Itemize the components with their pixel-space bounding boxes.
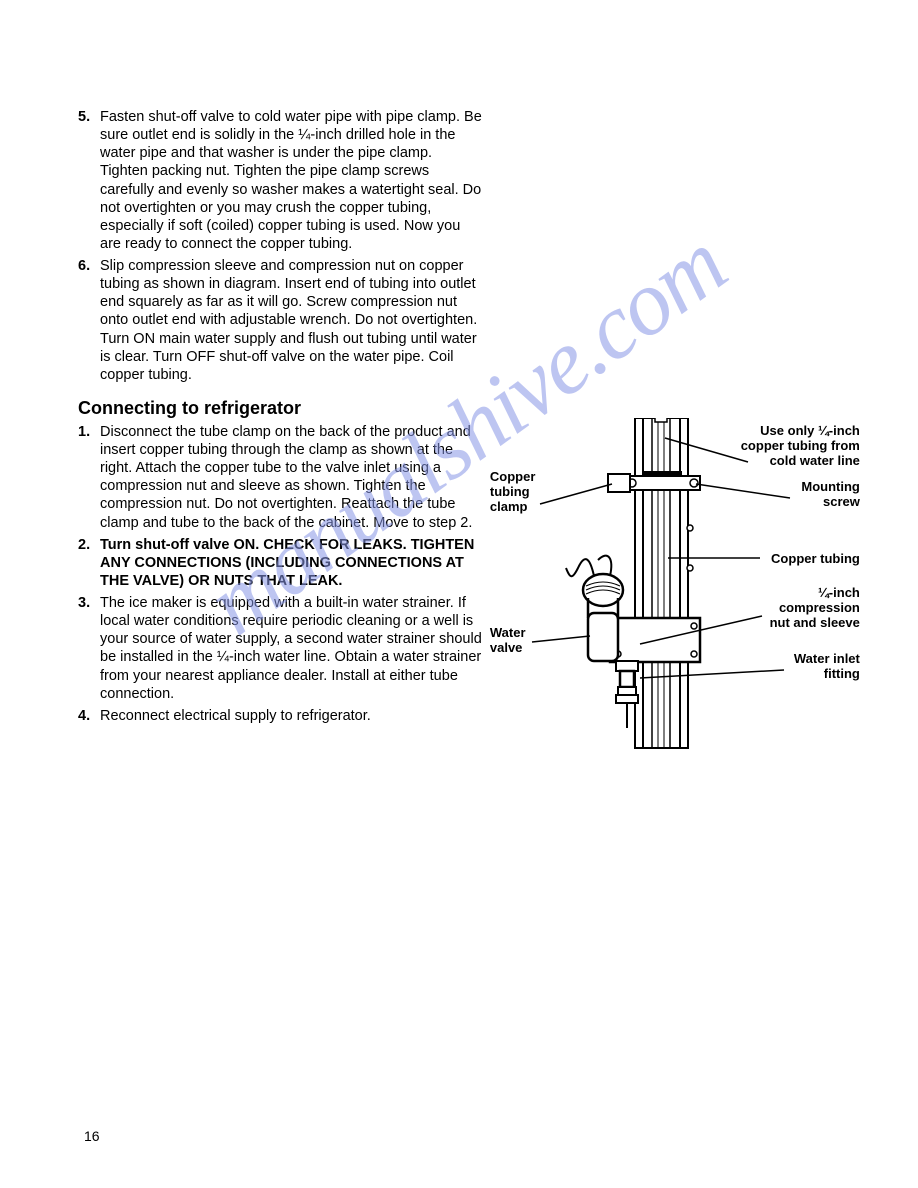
item-text: Reconnect electrical supply to refrigera… (100, 707, 482, 725)
label-mounting-screw: Mounting screw (801, 480, 859, 510)
section-heading: Connecting to refrigerator (78, 398, 482, 419)
item-text: Turn shut-off valve ON. CHECK FOR LEAKS.… (100, 536, 482, 590)
item-number: 1. (78, 423, 100, 532)
label-use-only: Use only ¼-inch copper tubing from cold … (741, 424, 860, 469)
item-number: 5. (78, 108, 100, 253)
list-item: 5. Fasten shut-off valve to cold water p… (78, 108, 482, 253)
item-text: Slip compression sleeve and compression … (100, 257, 482, 384)
item-text: The ice maker is equipped with a built-i… (100, 594, 482, 703)
page-number: 16 (84, 1128, 100, 1144)
left-column: 5. Fasten shut-off valve to cold water p… (78, 108, 482, 729)
item-number: 6. (78, 257, 100, 384)
list-item: 4. Reconnect electrical supply to refrig… (78, 707, 482, 725)
list-item: 3. The ice maker is equipped with a buil… (78, 594, 482, 703)
label-water-inlet: Water inlet fitting (794, 652, 860, 682)
item-text: Disconnect the tube clamp on the back of… (100, 423, 482, 532)
item-text: Fasten shut-off valve to cold water pipe… (100, 108, 482, 253)
list-item: 1. Disconnect the tube clamp on the back… (78, 423, 482, 532)
lower-list: 1. Disconnect the tube clamp on the back… (78, 423, 482, 725)
label-compression: ¼-inch compression nut and sleeve (770, 586, 860, 631)
label-copper-tubing-clamp: Copper tubing clamp (490, 470, 536, 515)
label-water-valve: Water valve (490, 626, 526, 656)
upper-list: 5. Fasten shut-off valve to cold water p… (78, 108, 482, 384)
right-column: Copper tubing clamp Water valve Use only… (500, 108, 858, 729)
item-number: 4. (78, 707, 100, 725)
label-copper-tubing: Copper tubing (771, 552, 860, 567)
list-item: 2. Turn shut-off valve ON. CHECK FOR LEA… (78, 536, 482, 590)
item-number: 3. (78, 594, 100, 703)
list-item: 6. Slip compression sleeve and compressi… (78, 257, 482, 384)
item-number: 2. (78, 536, 100, 590)
diagram: Copper tubing clamp Water valve Use only… (490, 418, 860, 798)
